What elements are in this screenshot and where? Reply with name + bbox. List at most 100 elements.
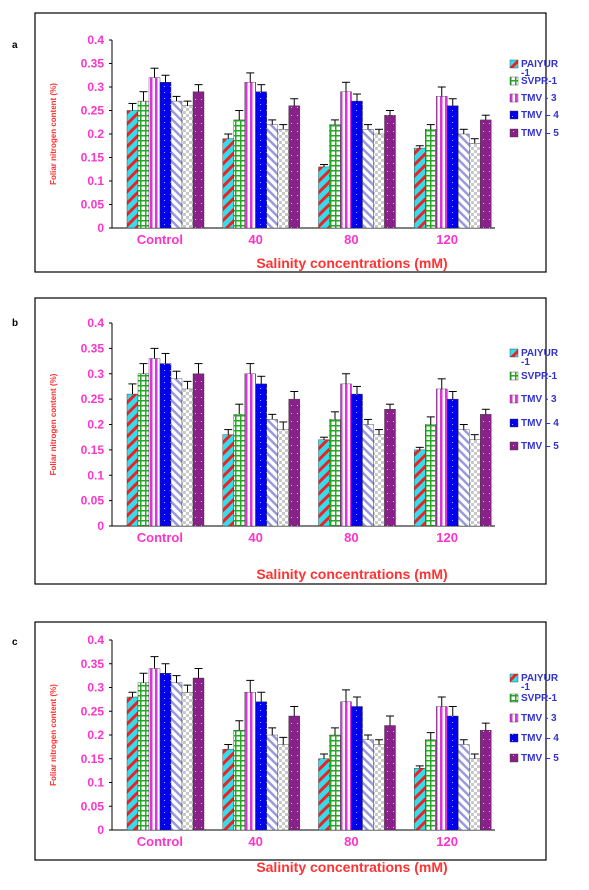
legend-label: TMV – 4 — [521, 110, 559, 121]
bar — [288, 105, 300, 229]
bar — [148, 668, 161, 831]
bar — [192, 373, 205, 527]
y-tick-label: 0.25 — [81, 704, 105, 718]
bar — [436, 388, 448, 527]
y-axis-label: Foliar nitrogen content (%) — [49, 684, 58, 786]
y-tick-label: 0.2 — [87, 728, 104, 742]
bar — [255, 383, 267, 527]
legend-swatch — [509, 128, 519, 138]
y-tick-label: 0 — [97, 823, 104, 837]
y-tick-label: 0.25 — [81, 392, 105, 406]
y-tick-label: 0.05 — [81, 494, 105, 508]
bar — [480, 414, 492, 527]
panel-c: c 0 0.05 0.1 0.15 0.2 0.25 0.3 0.35 0.4 Foliar nit… — [0, 600, 589, 890]
bar — [137, 100, 150, 229]
legend-label: TMV – 4 — [521, 418, 559, 429]
legend-swatch — [509, 371, 519, 381]
bar — [170, 100, 183, 229]
x-tick-label: Control — [137, 834, 183, 849]
bar — [414, 147, 426, 229]
panel-label: a — [12, 40, 18, 51]
x-axis-label: Salinity concentrations (mM) — [256, 566, 447, 582]
y-tick-label: 0.4 — [87, 316, 104, 330]
bar — [266, 734, 278, 831]
bar — [126, 110, 139, 229]
bar — [233, 119, 245, 229]
bar — [288, 715, 300, 831]
x-tick-label: 40 — [248, 834, 262, 849]
panel-a: a 0 0.05 0.1 0.15 0.2 0.25 0.3 0.35 0.4 Foliar nit… — [0, 0, 589, 290]
bar — [414, 768, 426, 831]
x-tick-label: 80 — [344, 530, 358, 545]
y-tick-label: 0.35 — [81, 657, 105, 671]
bar — [277, 429, 289, 527]
bar — [255, 91, 267, 229]
bar — [447, 398, 459, 527]
bar — [255, 701, 267, 831]
bar — [362, 129, 374, 229]
y-tick-label: 0.15 — [81, 151, 105, 165]
bar — [458, 744, 470, 831]
y-axis-label: Foliar nitrogen content (%) — [49, 373, 58, 475]
bar — [159, 673, 172, 831]
legend-label: PAIYUR -1 — [521, 348, 559, 368]
legend-label: TMV – 5 — [521, 128, 559, 139]
bar — [318, 166, 330, 229]
bar — [148, 77, 161, 229]
legend-label: TMV – 5 — [521, 441, 559, 452]
bar — [469, 143, 481, 229]
bar — [414, 449, 426, 527]
legend-swatch — [509, 693, 519, 703]
y-tick-label: 0.05 — [81, 799, 105, 813]
bar — [159, 363, 172, 527]
legend-label: SVPR-1 — [521, 693, 558, 704]
y-tick-label: 0.15 — [81, 443, 105, 457]
bar — [436, 96, 448, 229]
y-tick-label: 0.05 — [81, 198, 105, 212]
y-tick-label: 0.2 — [87, 127, 104, 141]
chart-b: b 0 0.05 0.1 0.15 0.2 0.25 0.3 0.35 0.4 Foliar nit… — [12, 297, 559, 585]
bar — [137, 682, 150, 831]
legend-swatch — [509, 348, 519, 358]
bar — [447, 715, 459, 831]
bar — [222, 434, 234, 527]
bar — [266, 124, 278, 229]
legend-swatch — [509, 394, 519, 404]
bar — [362, 424, 374, 527]
legend-swatch — [509, 418, 519, 428]
bar — [222, 138, 234, 229]
y-axis-label: Foliar nitrogen content (%) — [49, 83, 58, 185]
legend-label: TMV – 4 — [521, 733, 559, 744]
y-tick-label: 0.25 — [81, 104, 105, 118]
legend-label: PAIYUR -1 — [521, 673, 559, 693]
x-axis-label: Salinity concentrations (mM) — [256, 255, 447, 271]
bar — [340, 383, 352, 527]
bar — [318, 439, 330, 527]
bar — [137, 373, 150, 527]
chart-frame — [34, 12, 547, 273]
legend-swatch — [509, 673, 519, 683]
chart-frame — [34, 297, 547, 585]
bar — [266, 419, 278, 527]
y-tick-label: 0.4 — [87, 33, 104, 47]
bar — [480, 730, 492, 831]
y-tick-label: 0.3 — [87, 367, 104, 381]
chart-a: a 0 0.05 0.1 0.15 0.2 0.25 0.3 0.35 0.4 Foliar nit… — [12, 12, 559, 273]
bar — [244, 692, 256, 831]
legend-swatch — [509, 441, 519, 451]
bar — [425, 739, 437, 831]
bar — [373, 744, 385, 831]
bar — [480, 119, 492, 229]
bar — [233, 414, 245, 527]
bar — [277, 129, 289, 229]
legend-label: TMV - 3 — [521, 394, 557, 405]
bar — [192, 677, 205, 831]
panel-label: c — [12, 637, 18, 648]
x-tick-label: 40 — [248, 232, 262, 247]
panel-label: b — [12, 318, 18, 329]
bar — [458, 133, 470, 229]
bar — [126, 696, 139, 831]
bar — [384, 725, 396, 831]
legend-label: TMV - 3 — [521, 93, 557, 104]
bar — [329, 734, 341, 831]
